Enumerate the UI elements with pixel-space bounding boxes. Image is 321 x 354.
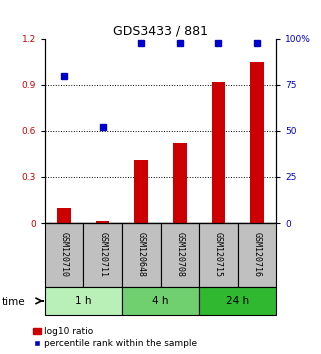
Bar <box>83 223 122 287</box>
Bar <box>250 62 264 223</box>
Bar <box>57 208 71 223</box>
Bar <box>238 223 276 287</box>
Bar <box>96 221 109 223</box>
Bar <box>45 287 122 315</box>
Bar <box>122 223 160 287</box>
Text: 1 h: 1 h <box>75 296 92 306</box>
Text: time: time <box>2 297 25 307</box>
Bar <box>212 82 225 223</box>
Bar <box>122 287 199 315</box>
Bar <box>199 223 238 287</box>
Text: GSM120715: GSM120715 <box>214 232 223 278</box>
Legend: log10 ratio, percentile rank within the sample: log10 ratio, percentile rank within the … <box>33 327 197 348</box>
Bar <box>199 287 276 315</box>
Bar <box>173 143 187 223</box>
Text: 24 h: 24 h <box>226 296 249 306</box>
Text: 4 h: 4 h <box>152 296 169 306</box>
Bar <box>160 223 199 287</box>
Bar <box>45 223 83 287</box>
Text: GSM120710: GSM120710 <box>60 232 69 278</box>
Text: GSM120716: GSM120716 <box>252 232 261 278</box>
Text: GSM120711: GSM120711 <box>98 232 107 278</box>
Bar <box>134 160 148 223</box>
Title: GDS3433 / 881: GDS3433 / 881 <box>113 25 208 38</box>
Text: GSM120648: GSM120648 <box>137 232 146 278</box>
Text: GSM120708: GSM120708 <box>175 232 184 278</box>
